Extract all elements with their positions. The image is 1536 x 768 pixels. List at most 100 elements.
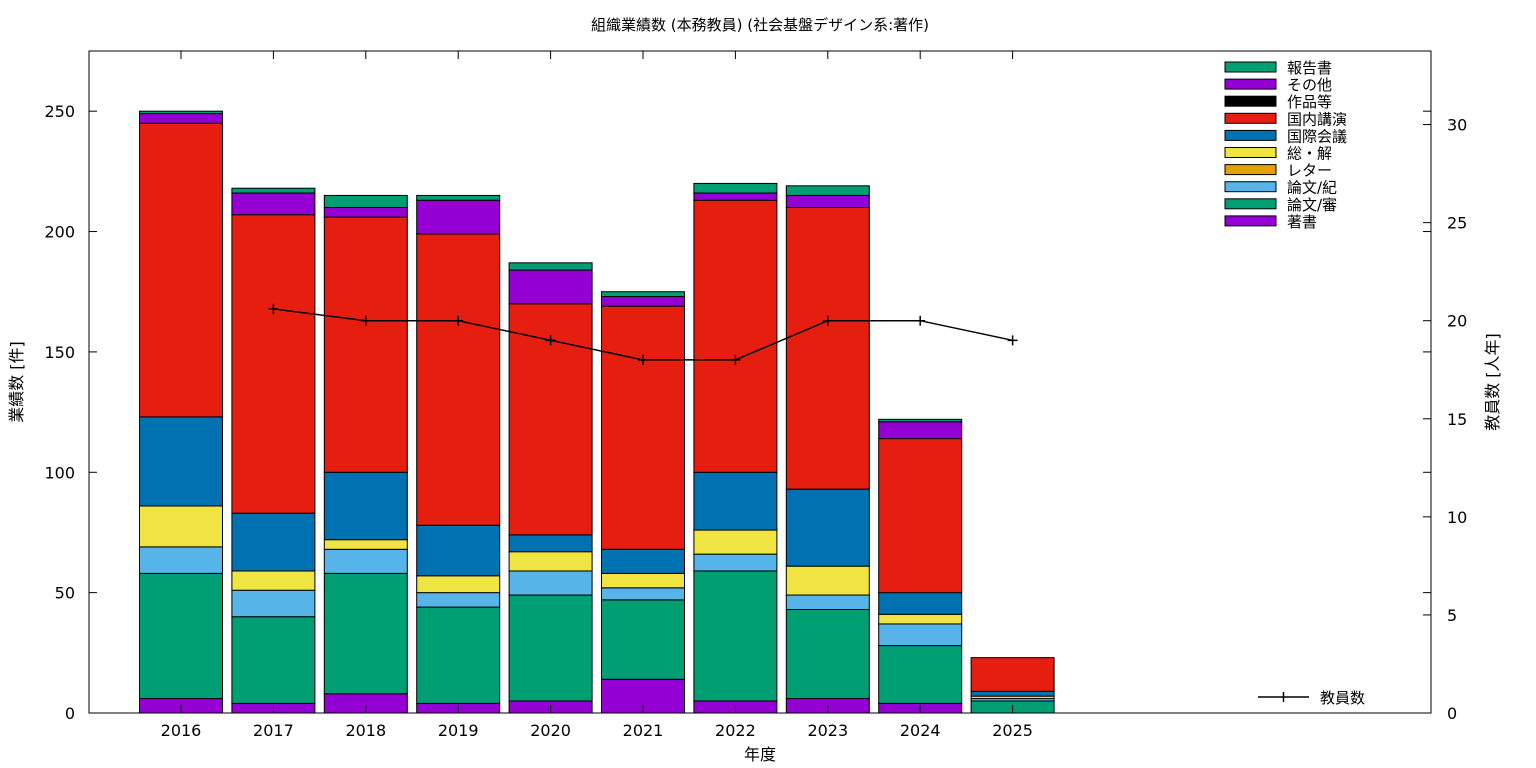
line-point-2021 bbox=[638, 354, 648, 365]
x-tick-label-2023: 2023 bbox=[807, 721, 848, 740]
bar-segment-2020-s9 bbox=[508, 262, 593, 271]
bar-segment-2024-s8 bbox=[878, 421, 963, 440]
line-point-2018 bbox=[360, 315, 371, 326]
y2-tick-label-5: 5 bbox=[1447, 606, 1457, 625]
line-point-2025 bbox=[1007, 335, 1018, 346]
bar-segment-2016-s2 bbox=[139, 546, 223, 574]
bar-segment-2021-s1 bbox=[601, 599, 685, 680]
bar-segment-2020-s4 bbox=[508, 551, 593, 572]
x-tick-label-2020: 2020 bbox=[530, 721, 571, 740]
bar-segment-2017-s1 bbox=[231, 616, 316, 704]
line-point-2022 bbox=[730, 354, 741, 365]
y-tick-label-50: 50 bbox=[55, 584, 75, 603]
bar-segment-2016-s1 bbox=[139, 572, 223, 700]
bar-segment-2019-s5 bbox=[416, 524, 501, 577]
bar-segment-2022-s4 bbox=[693, 529, 778, 555]
bar-group-2022 bbox=[693, 182, 778, 714]
legend-swatch-3 bbox=[1224, 112, 1277, 124]
bar-segment-2023-s4 bbox=[785, 565, 870, 596]
y-tick-label-250: 250 bbox=[44, 102, 75, 121]
legend-swatch-2 bbox=[1224, 95, 1277, 107]
bar-group-2016 bbox=[139, 110, 223, 714]
bar-segment-2022-s6 bbox=[693, 199, 778, 473]
x-tick-label-2022: 2022 bbox=[715, 721, 756, 740]
bar-segment-2022-s2 bbox=[693, 553, 778, 572]
bar-segment-2017-s2 bbox=[231, 589, 316, 618]
bar-segment-2018-s8 bbox=[323, 206, 408, 218]
y-axis-label: 業績数 [件] bbox=[7, 341, 26, 423]
bar-segment-2021-s4 bbox=[601, 572, 685, 589]
bar-segment-2018-s6 bbox=[323, 216, 408, 473]
bar-segment-2022-s9 bbox=[693, 182, 778, 194]
legend-swatch-6 bbox=[1224, 164, 1277, 176]
bar-segment-2025-s6 bbox=[970, 657, 1055, 692]
bar-segment-2023-s6 bbox=[785, 206, 870, 490]
bar-segment-2021-s9 bbox=[601, 291, 685, 298]
legend-label-line: 教員数 bbox=[1320, 689, 1365, 707]
bar-segment-2020-s5 bbox=[508, 534, 593, 553]
bar-segment-2017-s9 bbox=[231, 187, 316, 194]
bar-segment-2024-s1 bbox=[878, 645, 963, 704]
bar-segment-2016-s8 bbox=[139, 113, 223, 124]
bar-group-2025 bbox=[970, 657, 1055, 714]
bar-group-2023 bbox=[785, 185, 870, 714]
bar-segment-2016-s4 bbox=[139, 505, 223, 548]
bar-segment-2017-s6 bbox=[231, 214, 316, 514]
legend-label-0: 報告書 bbox=[1287, 59, 1332, 77]
bar-group-2019 bbox=[416, 194, 501, 714]
y-tick-label-200: 200 bbox=[44, 223, 75, 242]
legend-label-6: レター bbox=[1287, 162, 1332, 180]
chart-title: 組織業績数 (本務教員) (社会基盤デザイン系:著作) bbox=[591, 16, 929, 34]
bar-segment-2022-s8 bbox=[693, 192, 778, 201]
bar-segment-2024-s6 bbox=[878, 438, 963, 594]
line-point-2023 bbox=[822, 315, 833, 326]
bar-segment-2025-s5 bbox=[970, 690, 1055, 697]
legend-label-7: 論文/紀 bbox=[1287, 179, 1337, 197]
plot-frame bbox=[88, 50, 1432, 714]
x-axis: 2016 2017 2018 2019 2020 2021 2022 2023 2024 2025 bbox=[161, 51, 1033, 740]
legend-swatch-0 bbox=[1224, 61, 1277, 73]
bar-segment-2022-s5 bbox=[693, 471, 778, 531]
bar-segment-2019-s1 bbox=[416, 606, 501, 704]
legend-label-4: 国際会議 bbox=[1287, 127, 1347, 145]
bar-segment-2018-s2 bbox=[323, 548, 408, 574]
bar-segment-2017-s5 bbox=[231, 512, 316, 572]
y-tick-label-0: 0 bbox=[65, 704, 75, 723]
legend-label-5: 総・解 bbox=[1287, 145, 1332, 163]
bar-segment-2021-s6 bbox=[601, 305, 685, 550]
y2-tick-label-25: 25 bbox=[1447, 214, 1467, 233]
bar-segment-2020-s8 bbox=[508, 269, 593, 305]
x-tick-label-2017: 2017 bbox=[253, 721, 294, 740]
bar-segment-2019-s9 bbox=[416, 194, 501, 201]
y2-axis: 0 5 10 15 20 25 30 bbox=[1423, 116, 1467, 723]
y2-tick-label-0: 0 bbox=[1447, 704, 1457, 723]
x-tick-label-2016: 2016 bbox=[161, 721, 202, 740]
y-axis: 0 50 100 150 200 250 bbox=[44, 102, 1431, 723]
legend-label-9: 著書 bbox=[1287, 213, 1317, 231]
bar-group-2024 bbox=[878, 418, 963, 714]
y-tick-label-100: 100 bbox=[44, 463, 75, 482]
y-tick-label-150: 150 bbox=[44, 343, 75, 362]
legend-swatch-9 bbox=[1224, 215, 1277, 227]
bar-segment-2019-s6 bbox=[416, 233, 501, 526]
bar-segment-2019-s2 bbox=[416, 592, 501, 608]
bar-segment-2024-s2 bbox=[878, 623, 963, 647]
legend-label-8: 論文/審 bbox=[1287, 196, 1337, 214]
x-tick-label-2019: 2019 bbox=[438, 721, 479, 740]
bar-segment-2023-s8 bbox=[785, 194, 870, 208]
legend-swatch-8 bbox=[1224, 198, 1277, 210]
x-tick-label-2024: 2024 bbox=[900, 721, 941, 740]
legend-swatch-7 bbox=[1224, 181, 1277, 193]
bar-layer bbox=[139, 110, 1055, 714]
bar-group-2018 bbox=[323, 194, 408, 714]
line-layer bbox=[268, 303, 1018, 365]
bar-segment-2019-s8 bbox=[416, 199, 501, 235]
y2-axis-label: 教員数 [人年] bbox=[1483, 333, 1502, 431]
bar-segment-2022-s1 bbox=[693, 570, 778, 702]
bar-segment-2024-s5 bbox=[878, 592, 963, 615]
bar-segment-2016-s9 bbox=[139, 110, 223, 115]
line-point-2017 bbox=[268, 303, 279, 314]
bar-segment-2021-s5 bbox=[601, 548, 685, 574]
bar-segment-2017-s8 bbox=[231, 192, 316, 216]
